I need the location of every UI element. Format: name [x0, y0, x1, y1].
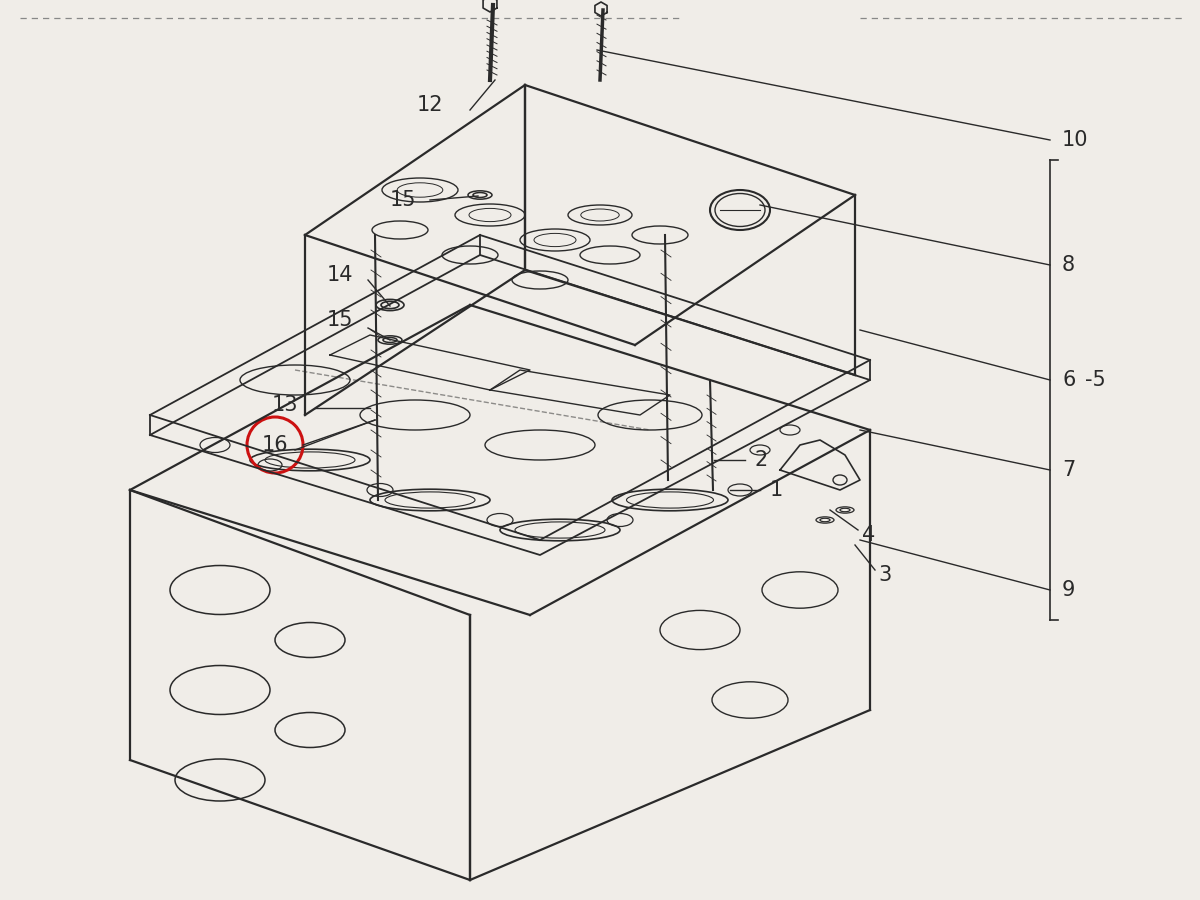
Text: 16: 16	[262, 435, 288, 455]
Text: 6: 6	[1062, 370, 1075, 390]
Text: 4: 4	[862, 525, 875, 545]
Text: 9: 9	[1062, 580, 1075, 600]
Text: 14: 14	[326, 265, 353, 285]
Text: 10: 10	[1062, 130, 1088, 150]
Text: 1: 1	[770, 480, 784, 500]
Text: -5: -5	[1085, 370, 1105, 390]
Text: 13: 13	[271, 395, 299, 415]
Text: 3: 3	[878, 565, 892, 585]
Text: 15: 15	[326, 310, 353, 330]
Text: 8: 8	[1062, 255, 1075, 275]
Text: 15: 15	[390, 190, 416, 210]
Text: 2: 2	[755, 450, 768, 470]
Text: 7: 7	[1062, 460, 1075, 480]
Text: 12: 12	[416, 95, 443, 115]
